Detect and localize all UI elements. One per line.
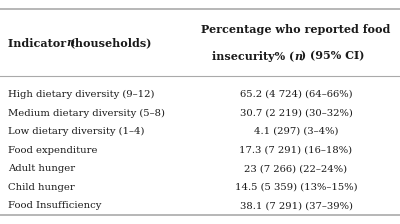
Text: insecurity% (: insecurity% ( bbox=[212, 50, 294, 62]
Text: n: n bbox=[66, 37, 74, 48]
Text: 38.1 (7 291) (37–39%): 38.1 (7 291) (37–39%) bbox=[240, 201, 352, 210]
Text: ) (95% CI): ) (95% CI) bbox=[301, 50, 364, 62]
Text: High dietary diversity (9–12): High dietary diversity (9–12) bbox=[8, 90, 154, 99]
Text: Food Insufficiency: Food Insufficiency bbox=[8, 201, 101, 210]
Text: 14.5 (5 359) (13%–15%): 14.5 (5 359) (13%–15%) bbox=[235, 183, 357, 192]
Text: Low dietary diversity (1–4): Low dietary diversity (1–4) bbox=[8, 127, 144, 136]
Text: Adult hunger: Adult hunger bbox=[8, 164, 75, 173]
Text: Medium dietary diversity (5–8): Medium dietary diversity (5–8) bbox=[8, 108, 165, 118]
Text: Child hunger: Child hunger bbox=[8, 183, 75, 192]
Text: Food expenditure: Food expenditure bbox=[8, 146, 98, 155]
Text: n: n bbox=[294, 50, 302, 62]
Text: 4.1 (297) (3–4%): 4.1 (297) (3–4%) bbox=[254, 127, 338, 136]
Text: 17.3 (7 291) (16–18%): 17.3 (7 291) (16–18%) bbox=[240, 146, 352, 155]
Text: Percentage who reported food: Percentage who reported food bbox=[201, 24, 391, 35]
Text: 23 (7 266) (22–24%): 23 (7 266) (22–24%) bbox=[244, 164, 348, 173]
Text: 65.2 (4 724) (64–66%): 65.2 (4 724) (64–66%) bbox=[240, 90, 352, 99]
Text: 30.7 (2 219) (30–32%): 30.7 (2 219) (30–32%) bbox=[240, 108, 352, 117]
Text: households): households) bbox=[71, 37, 152, 48]
Text: Indicator (: Indicator ( bbox=[8, 37, 75, 48]
